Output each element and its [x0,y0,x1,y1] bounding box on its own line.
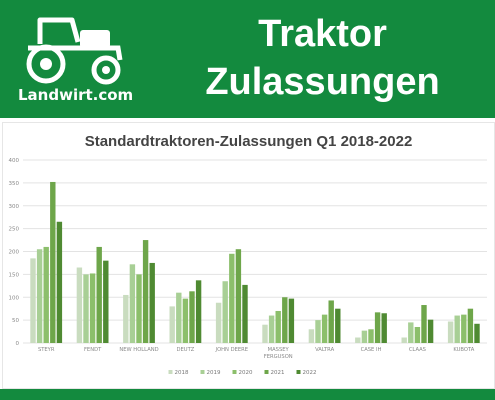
legend-label: 2019 [207,370,221,376]
bar [335,308,341,343]
legend-label: 2021 [271,370,285,376]
bar [30,258,36,343]
x-tick-label: CLAAS [409,347,426,353]
bar [427,319,434,343]
x-tick-label: STEYR [38,347,55,353]
bar [308,329,315,343]
bar [189,291,195,343]
bar [89,273,96,343]
y-tick-label: 350 [9,181,20,187]
bar [222,281,228,343]
bar [50,181,56,343]
x-tick-label: NEW HOLLAND [119,347,158,353]
bar [408,322,414,343]
legend-label: 2022 [303,370,317,376]
bar [328,300,334,343]
bar [374,312,381,343]
bar [282,297,288,343]
title-line-2: Zulassungen [205,61,440,103]
legend-label: 2020 [239,370,253,376]
bar [176,292,182,343]
bar [136,274,142,343]
y-tick-label: 150 [9,272,20,278]
chart-panel: Standardtraktoren-Zulassungen Q1 2018-20… [2,122,495,389]
bar [43,246,49,343]
bar [467,308,474,343]
bar [368,329,374,343]
bar [401,337,407,343]
chart-title: Standardtraktoren-Zulassungen Q1 2018-20… [84,133,413,150]
bar [56,221,63,343]
bar [454,315,460,343]
bar [262,324,268,343]
x-tick-label: FERGUSON [264,354,293,360]
y-tick-label: 400 [9,158,20,164]
footer-bar [0,389,495,400]
logo-text: Landwirt.com [18,86,134,104]
header-banner: Landwirt.com Traktor Zulassungen [0,0,495,118]
bar [96,246,102,343]
bar [474,323,480,343]
bar [76,267,83,343]
x-tick-label: DEUTZ [177,347,195,353]
bar [242,284,248,343]
y-tick-label: 0 [16,341,20,347]
y-tick-label: 250 [9,227,20,233]
legend-swatch [264,370,269,374]
y-tick-label: 300 [9,204,20,210]
bar [169,306,175,343]
bar [447,321,454,343]
bar [275,310,281,343]
bar [268,315,275,343]
bar [381,313,387,343]
x-tick-label: FENDT [84,347,102,353]
bar [315,320,321,343]
legend-swatch [296,370,301,374]
bar-chart: 0 50 100 150 200 250 300 350 400 STEYR FENDT NEW HO… [9,158,487,376]
y-tick-label: 50 [12,318,19,324]
legend-label: 2018 [175,370,189,376]
title-line-1: Traktor [258,13,387,55]
y-tick-label: 200 [9,250,20,256]
page-title: Traktor Zulassungen [150,10,495,106]
bar [83,274,89,343]
bar [182,298,189,343]
bar [215,302,222,343]
x-tick-label: KUBOTA [453,347,474,353]
bar [195,280,202,343]
bar [421,305,427,343]
bar [103,260,109,343]
bar [288,298,295,343]
bar [129,264,136,343]
bar [321,314,328,343]
legend-swatch [168,370,173,374]
bar [149,262,155,343]
x-tick-label: CASE IH [361,347,382,353]
bar [461,314,467,343]
legend-swatch [232,370,237,374]
bar [36,249,43,343]
legend-swatch [200,370,205,374]
x-tick-label: VALTRA [315,347,335,353]
x-tick-label: MASSEY [268,347,290,353]
bar [361,330,368,343]
bar [142,240,149,343]
bar [414,326,421,343]
tractor-logo-icon [26,17,123,85]
bar [235,249,242,343]
bar [123,294,129,343]
bar [229,253,235,343]
y-tick-label: 100 [9,295,20,301]
x-tick-label: JOHN DEERE [215,347,248,353]
bar [355,337,361,343]
